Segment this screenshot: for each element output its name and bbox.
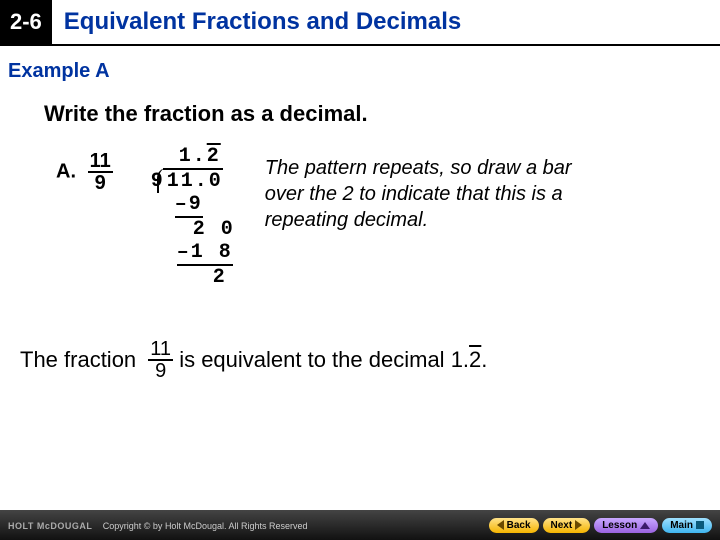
step-4: 2	[213, 266, 235, 289]
conclusion-numerator: 11	[148, 339, 173, 361]
conclusion-denominator: 9	[148, 361, 173, 381]
division-row: 911.0	[151, 168, 235, 193]
conclusion-mid: is equivalent to the decimal	[179, 347, 444, 372]
publisher-logo: HOLT McDOUGAL	[8, 521, 92, 531]
example-label: Example A	[8, 60, 720, 83]
next-button[interactable]: Next	[543, 518, 591, 533]
lesson-number: 2-6	[10, 9, 42, 35]
step-3: –1 8	[177, 241, 235, 266]
back-button[interactable]: Back	[489, 518, 539, 533]
square-icon	[696, 521, 704, 529]
problem-fraction: 11 9	[88, 151, 113, 193]
fraction-numerator: 11	[88, 151, 113, 173]
lesson-button[interactable]: Lesson	[594, 518, 658, 533]
step-1-val: –9	[175, 193, 203, 218]
arrow-right-icon	[575, 520, 582, 530]
conclusion-decimal-repeat: 2	[469, 347, 481, 372]
long-division: 1.2 911.0 –9 2 0 –1 8 2	[151, 145, 235, 289]
lesson-header: 2-6 Equivalent Fractions and Decimals	[0, 0, 720, 46]
problem-letter: A. 11 9	[56, 151, 113, 193]
main-label: Main	[670, 520, 693, 531]
nav-buttons: Back Next Lesson Main	[489, 518, 712, 533]
work-area: A. 11 9 1.2 911.0 –9 2 0 –1 8 2 The patt…	[0, 145, 720, 289]
next-label: Next	[551, 520, 573, 531]
arrow-up-icon	[640, 522, 650, 529]
quotient-left: 1.	[179, 145, 207, 168]
dividend: 11.0	[163, 168, 223, 193]
footer-left: HOLT McDOUGAL Copyright © by Holt McDoug…	[8, 516, 308, 534]
step-3-val: –1 8	[177, 241, 233, 266]
back-label: Back	[507, 520, 531, 531]
lesson-title: Equivalent Fractions and Decimals	[64, 8, 461, 36]
conclusion-fraction: 11 9	[148, 339, 173, 381]
conclusion: The fraction 11 9 is equivalent to the d…	[20, 339, 720, 381]
main-button[interactable]: Main	[662, 518, 712, 533]
footer-bar: HOLT McDOUGAL Copyright © by Holt McDoug…	[0, 510, 720, 540]
conclusion-suffix: .	[481, 347, 487, 372]
arrow-left-icon	[497, 520, 504, 530]
lesson-number-box: 2-6	[0, 0, 52, 44]
step-2: 2 0	[193, 218, 235, 241]
instruction-text: Write the fraction as a decimal.	[44, 101, 720, 127]
quotient-row: 1.2	[179, 145, 235, 168]
lesson-label: Lesson	[602, 520, 637, 531]
step-1: –9	[175, 193, 235, 218]
fraction-denominator: 9	[88, 173, 113, 193]
explanatory-note: The pattern repeats, so draw a bar over …	[265, 155, 605, 233]
copyright-text: Copyright © by Holt McDougal. All Rights…	[103, 521, 308, 531]
conclusion-prefix: The fraction	[20, 347, 136, 372]
problem-letter-text: A.	[56, 160, 76, 182]
conclusion-decimal-left: 1.	[451, 347, 469, 372]
quotient-repeat: 2	[207, 145, 221, 168]
